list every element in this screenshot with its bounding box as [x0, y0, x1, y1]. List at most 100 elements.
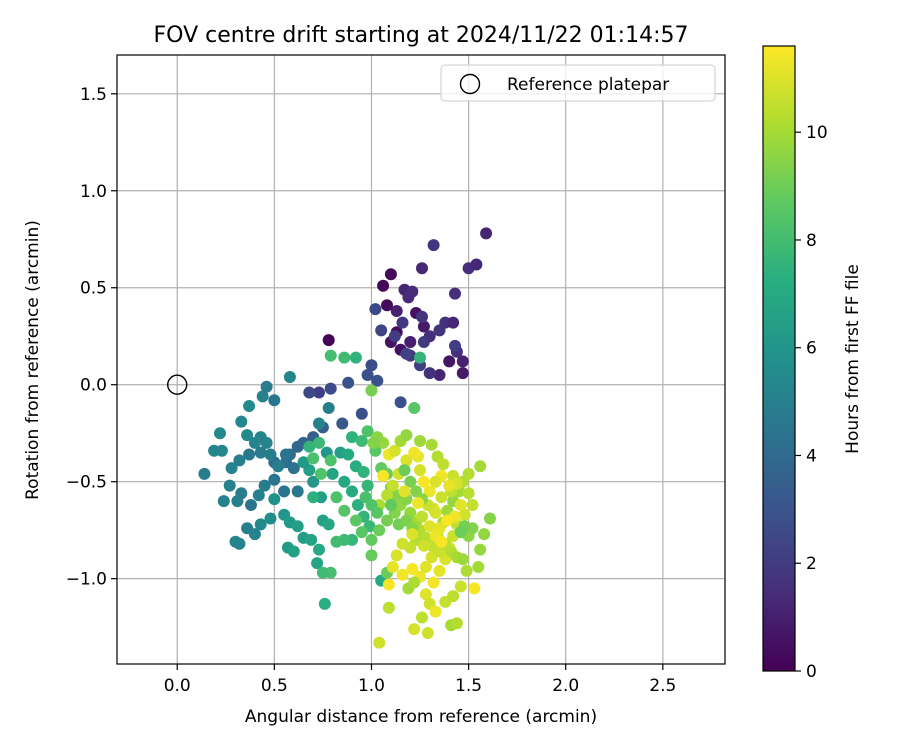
data-point [474, 460, 487, 473]
data-point [291, 440, 304, 453]
data-point [313, 436, 325, 449]
data-point [243, 448, 256, 461]
chart-title: FOV centre drift starting at 2024/11/22 … [154, 23, 689, 48]
data-point [456, 367, 469, 380]
colorbar-frame [762, 45, 796, 672]
data-point [470, 258, 483, 271]
data-point [198, 467, 211, 480]
data-point [248, 528, 261, 541]
colorbar: 0 2 4 6 8 10 Hours from first FF file [762, 45, 863, 682]
y-tick-label: −1.0 [66, 570, 107, 590]
data-point [435, 491, 448, 504]
data-point [254, 518, 267, 531]
data-point [377, 469, 390, 482]
data-point [423, 485, 436, 498]
data-point [456, 553, 469, 566]
colorbar-tick-label: 10 [806, 123, 828, 143]
data-point [324, 382, 337, 395]
data-point [484, 512, 496, 525]
data-point [429, 506, 442, 519]
data-point [268, 473, 281, 486]
x-tick-label: 0.5 [261, 676, 288, 696]
data-point [373, 636, 386, 649]
data-point [287, 545, 300, 558]
x-axis-label: Angular distance from reference (arcmin) [245, 707, 597, 727]
data-point [233, 537, 246, 550]
data-point [433, 369, 446, 381]
data-point [256, 390, 269, 403]
data-point [441, 514, 454, 527]
data-point [369, 303, 382, 316]
data-point [377, 279, 390, 292]
data-point [435, 535, 448, 548]
x-tick-label: 2.5 [649, 676, 676, 696]
data-point [414, 435, 426, 447]
colorbar-gradient [763, 46, 795, 671]
data-point [264, 512, 277, 525]
data-point [408, 446, 421, 459]
data-point [423, 520, 436, 533]
data-point [297, 456, 310, 469]
data-point [303, 440, 316, 453]
data-point [342, 448, 355, 461]
data-point [381, 299, 393, 312]
data-point [217, 495, 230, 508]
data-point [318, 597, 331, 610]
data-point [408, 402, 421, 414]
data-point [386, 479, 399, 492]
data-point [291, 520, 304, 533]
y-axis-label: Rotation from reference (arcmin) [23, 220, 43, 500]
data-point [429, 605, 442, 618]
data-point [338, 504, 351, 517]
data-point [472, 561, 485, 573]
data-point [346, 485, 358, 498]
data-point [388, 444, 401, 457]
data-point [361, 425, 374, 438]
data-point [466, 499, 479, 511]
data-point [223, 479, 236, 492]
x-axis-ticks: 0.0 0.5 1.0 1.5 2.0 2.5 [164, 664, 676, 696]
data-point [416, 611, 428, 624]
colorbar-ticks: 0 2 4 6 8 10 [795, 123, 828, 682]
data-point [233, 454, 246, 467]
data-point [449, 287, 461, 300]
data-point [338, 351, 351, 364]
data-point [245, 499, 257, 511]
data-point [419, 561, 432, 573]
data-point [417, 475, 430, 488]
data-point [429, 475, 442, 488]
data-point [357, 466, 370, 478]
data-point [365, 359, 378, 372]
colorbar-tick-label: 4 [806, 446, 817, 466]
reference-platepar-marker [167, 374, 188, 395]
data-point [287, 462, 300, 475]
data-point [361, 369, 374, 381]
data-point [324, 454, 337, 467]
y-tick-label: 1.5 [80, 85, 107, 105]
data-point [307, 491, 320, 504]
data-point [381, 514, 393, 527]
data-point [390, 549, 403, 562]
data-point [268, 493, 281, 506]
colorbar-tick-label: 2 [806, 554, 817, 574]
data-point [381, 489, 393, 502]
data-point [388, 330, 401, 343]
data-point [398, 485, 411, 498]
data-point [351, 499, 364, 511]
data-point [355, 435, 368, 447]
data-point [324, 349, 337, 362]
data-point [384, 499, 397, 511]
colorbar-tick-label: 6 [806, 339, 817, 359]
data-point [283, 371, 296, 383]
data-point [427, 239, 440, 252]
y-axis-ticks: −1.0 −0.5 0.0 0.5 1.0 1.5 [66, 85, 117, 590]
data-point [365, 384, 378, 397]
x-tick-label: 0.0 [164, 676, 191, 696]
data-point [416, 310, 428, 323]
data-point [330, 491, 343, 504]
x-tick-label: 1.0 [358, 676, 385, 696]
data-point [371, 374, 384, 387]
data-point [454, 526, 467, 539]
data-point [258, 479, 271, 492]
